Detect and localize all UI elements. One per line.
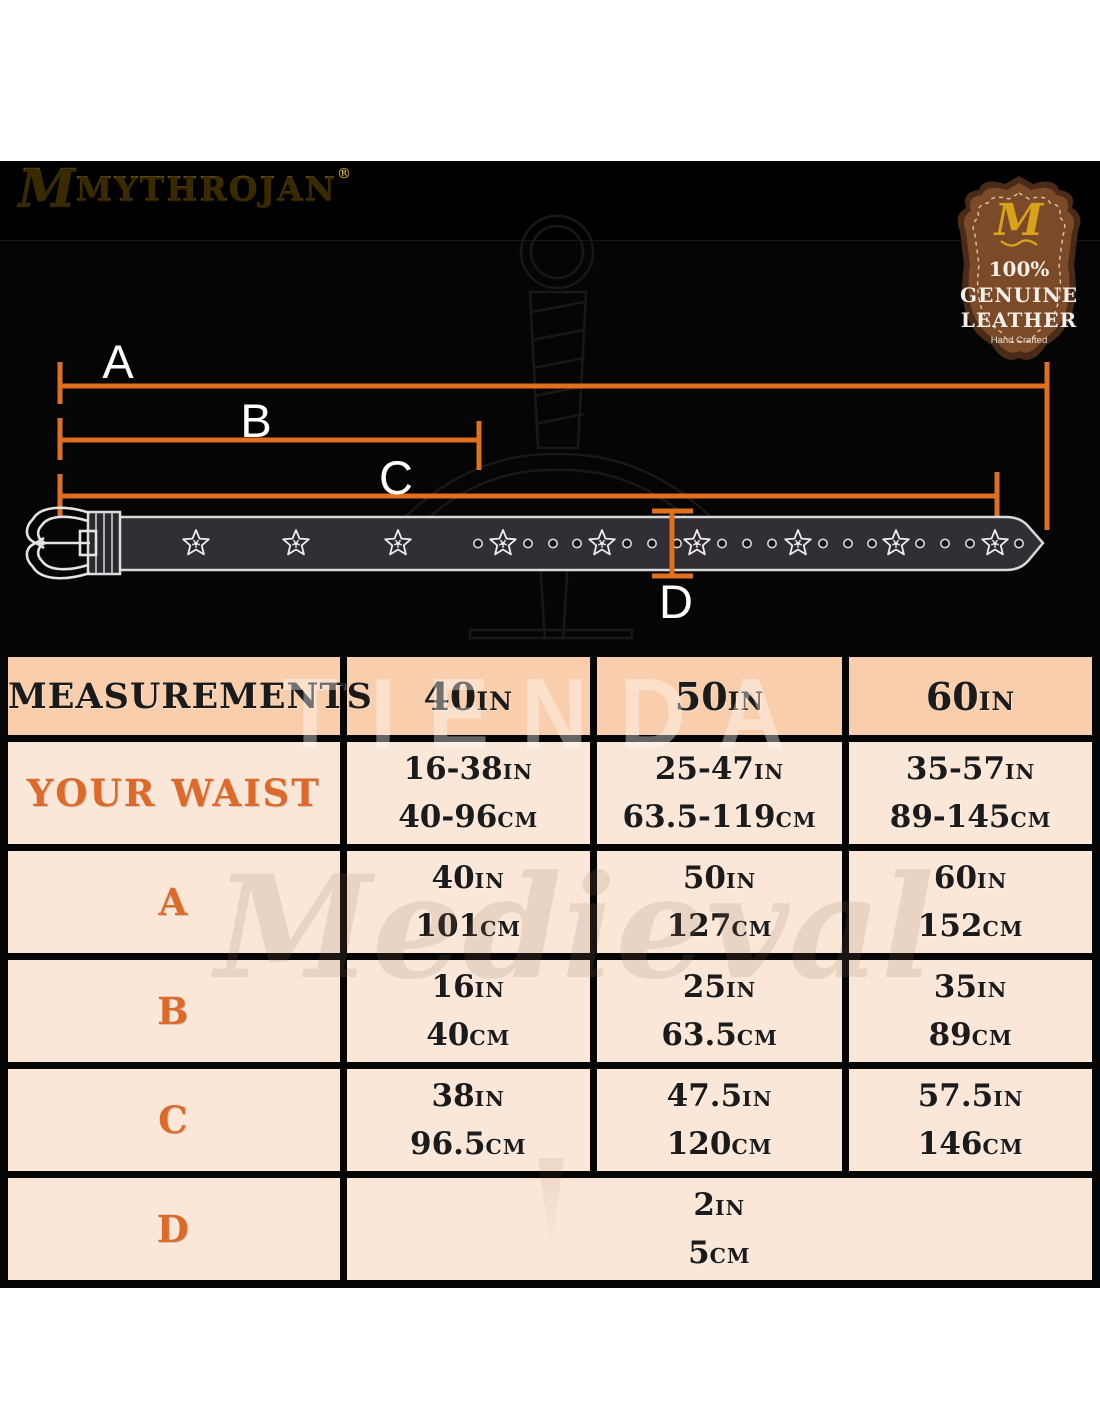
c-50-values: 47.5IN 120CM (666, 1077, 773, 1162)
b-40-values: 16IN 40CM (426, 968, 511, 1053)
badge-line-genuine: GENUINE (960, 283, 1078, 307)
badge-line-100: 100% (989, 257, 1050, 281)
c-40-values: 38IN 96.5CM (410, 1077, 527, 1162)
row-label-d: D (156, 1207, 191, 1251)
header-size-60: 60IN (842, 649, 1100, 742)
badge-line-handcrafted: Hand Crafted (991, 335, 1048, 346)
header-measurements-label: MEASUREMENTS (8, 675, 373, 717)
leather-shield-icon: M 100% GENUINE LEATHER Hand Crafted (957, 176, 1081, 360)
table-row-b: B 16IN 40CM 25IN 63.5CM 35IN 89CM (0, 953, 1100, 1069)
waist-40-values: 16-38IN 40-96CM (398, 750, 539, 835)
waist-50-values: 25-47IN 63.5-119CM (622, 750, 817, 835)
waist-60-values: 35-57IN 89-145CM (889, 750, 1052, 835)
b-60-values: 35IN 89CM (928, 968, 1013, 1053)
table-row-d: D 2IN 5CM (0, 1171, 1100, 1288)
registered-trademark-icon: ® (336, 166, 351, 182)
a-60-values: 60IN 152CM (917, 859, 1024, 944)
logo-initial: M (18, 158, 76, 219)
table-row-a: A 40IN 101CM 50IN 127CM 60IN 152CM (0, 844, 1100, 960)
header-size-50: 50IN (589, 649, 850, 742)
d-merged-values: 2IN 5CM (688, 1186, 751, 1271)
row-label-your-waist: YOUR WAIST (26, 771, 321, 815)
b-50-values: 25IN 63.5CM (661, 968, 778, 1053)
table-row-c: C 38IN 96.5CM 47.5IN 120CM 57.5IN 146CM (0, 1062, 1100, 1178)
row-label-b: B (157, 989, 191, 1033)
header-measurements-cell: MEASUREMENTS (0, 649, 372, 742)
table-row-waist: YOUR WAIST 16-38IN 40-96CM 25-47IN 63.5-… (0, 735, 1100, 851)
brand-logo: MMYTHROJAN® (18, 163, 351, 215)
table-header-row: MEASUREMENTS 40IN 50IN 60IN (0, 649, 1100, 742)
measurements-table: MEASUREMENTS 40IN 50IN 60IN YOUR WAIST 1… (0, 649, 1100, 1288)
genuine-leather-badge: M 100% GENUINE LEATHER Hand Crafted (953, 173, 1085, 375)
row-label-a: A (158, 880, 190, 924)
a-40-values: 40IN 101CM (415, 859, 522, 944)
header-size-40: 40IN (339, 649, 597, 742)
logo-text: MYTHROJAN (75, 169, 337, 208)
badge-monogram: M (993, 195, 1045, 246)
c-60-values: 57.5IN 146CM (917, 1077, 1024, 1162)
badge-line-leather: LEATHER (961, 308, 1077, 332)
row-label-c: C (158, 1098, 190, 1142)
a-50-values: 50IN 127CM (666, 859, 773, 944)
